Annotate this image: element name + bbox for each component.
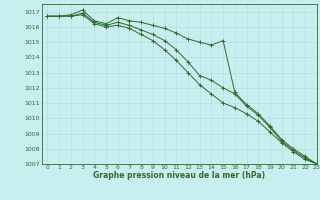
X-axis label: Graphe pression niveau de la mer (hPa): Graphe pression niveau de la mer (hPa) [93, 171, 265, 180]
